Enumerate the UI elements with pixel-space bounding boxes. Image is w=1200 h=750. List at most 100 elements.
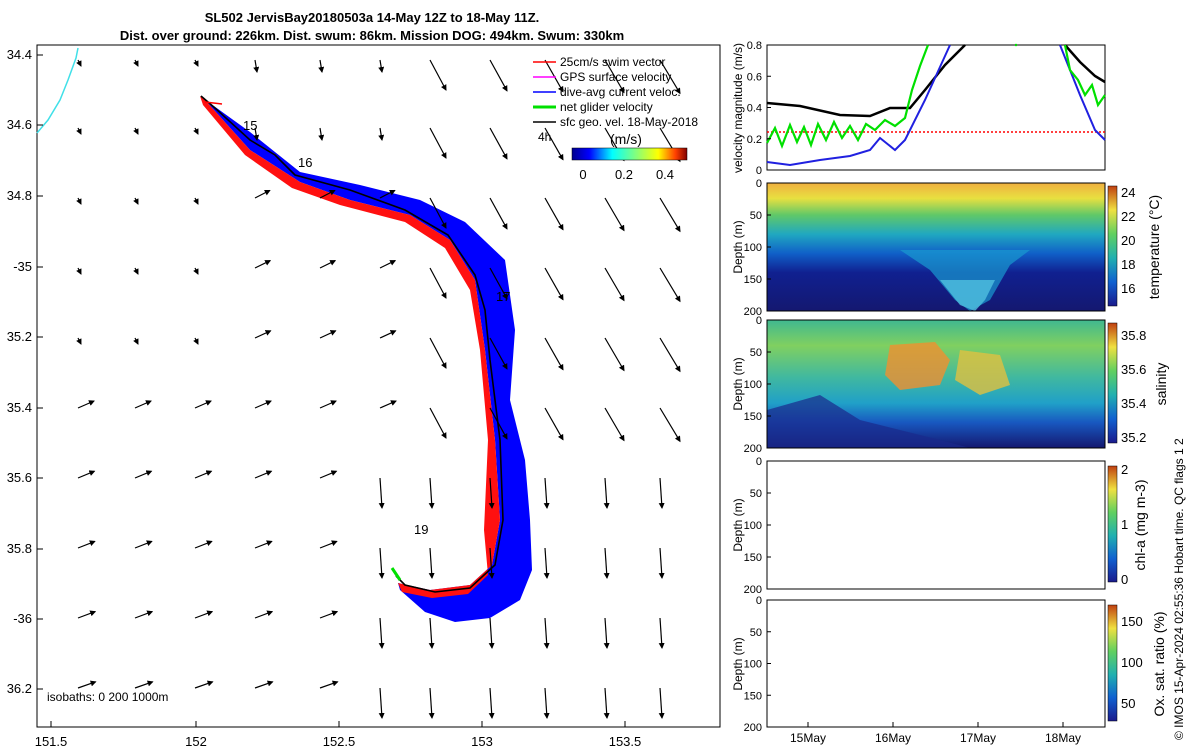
depth-tick-label: 0 xyxy=(756,595,762,607)
geo-velocity-arrow xyxy=(659,407,681,443)
geo-velocity-arrow xyxy=(604,197,625,232)
oxygen-cblabel: Ox. sat. ratio (%) xyxy=(1151,611,1167,716)
geo-velocity-arrow xyxy=(429,197,447,229)
depth-tick-label: 150 xyxy=(744,690,762,702)
geo-velocity-arrow xyxy=(604,407,625,442)
geo-velocity-arrow xyxy=(77,470,96,479)
geo-velocity-arrow xyxy=(604,337,625,372)
geo-velocity-arrow xyxy=(76,127,82,135)
velocity-panel: 0 0.2 0.4 0.6 0.8 velocity magnitude (m/s) xyxy=(731,40,1106,177)
geo-velocity-arrow xyxy=(194,400,212,409)
map-ytick-label: 34.6 xyxy=(7,117,32,132)
geo-velocity-arrow xyxy=(253,59,260,73)
geo-velocity-arrow xyxy=(319,189,336,199)
geo-velocity-arrow xyxy=(133,337,139,345)
salinity-low-deep xyxy=(767,395,970,448)
velocity-ytick-label: 0 xyxy=(756,165,762,177)
map-y-axis: 34.4 34.6 34.8 -35 35.2 35.4 35.6 35.8 -36 36.2 xyxy=(7,47,43,696)
geo-velocity-arrow xyxy=(319,540,338,549)
colorbar-tick-label: 2 xyxy=(1121,462,1128,477)
geo-velocity-arrow xyxy=(543,617,550,649)
geo-velocity-arrow xyxy=(489,337,508,370)
depth-tick-label: 100 xyxy=(744,242,762,254)
geo-velocity-arrow xyxy=(76,267,82,275)
geo-velocity-arrow xyxy=(429,127,447,159)
geo-velocity-arrow xyxy=(379,260,397,269)
chla-frame xyxy=(766,460,1106,590)
depth-tick-label: 50 xyxy=(750,210,762,222)
depth-tick-label: 100 xyxy=(744,520,762,532)
map-frame xyxy=(36,44,721,728)
temperature-colorbar xyxy=(1107,185,1118,307)
series-ground-speed xyxy=(766,44,1106,118)
geo-velocity-arrow xyxy=(77,400,95,409)
depth-tick-label: 50 xyxy=(750,627,762,639)
colorbar-tick-label: 50 xyxy=(1121,696,1135,711)
map-panel: 15 16 17 19 151.5 152 152.5 153 153.5 34.434… xyxy=(7,44,721,749)
geo-velocity-arrow xyxy=(253,127,260,141)
geo-velocity-arrow xyxy=(133,197,139,205)
geo-velocity-arrow xyxy=(133,127,139,135)
chla-colorbar xyxy=(1107,465,1118,583)
geo-velocity-arrow xyxy=(378,477,385,509)
geo-velocity-arrow xyxy=(658,617,665,649)
geo-velocity-arrow xyxy=(318,59,325,73)
geo-velocity-arrow xyxy=(193,337,199,345)
depth-tick-label: 150 xyxy=(744,274,762,286)
map-xtick-label: 153 xyxy=(471,734,493,749)
geo-velocity-arrow xyxy=(254,610,274,619)
depth-tick-label: 100 xyxy=(744,659,762,671)
geo-velocity-arrow xyxy=(658,547,665,579)
map-xtick-label: 152.5 xyxy=(323,734,356,749)
geo-velocity-arrow xyxy=(193,197,199,205)
geo-velocity-arrow xyxy=(379,400,397,409)
oxygen-panel: 0 50 100 150 200 150 100 50 Depth (m) Ox. sat. … xyxy=(731,595,1167,734)
title-line-2: Dist. over ground: 226km. Dist. swum: 86… xyxy=(120,28,624,43)
colorbar-tick-label: 35.8 xyxy=(1121,328,1146,343)
geo-velocity-arrow xyxy=(603,617,610,649)
geo-velocity-arrow xyxy=(194,610,214,619)
geo-velocity-arrow xyxy=(379,330,397,339)
geo-velocity-arrow xyxy=(319,400,337,409)
map-ytick-label: -35 xyxy=(13,259,32,274)
salinity-cblabel: salinity xyxy=(1153,363,1169,406)
geo-velocity-arrow xyxy=(543,477,550,509)
velocity-ytick-label: 0.2 xyxy=(747,134,762,146)
depth-tick-label: 0 xyxy=(756,315,762,327)
geo-velocity-arrow xyxy=(429,407,447,439)
geo-velocity-arrow xyxy=(254,260,272,269)
map-ytick-label: 34.8 xyxy=(7,188,32,203)
geo-velocity-arrow xyxy=(194,470,213,479)
geo-velocity-arrow xyxy=(319,330,337,339)
geo-velocity-arrow xyxy=(134,610,154,619)
geo-velocity-arrow xyxy=(133,59,139,67)
velocity-ytick-label: 0.8 xyxy=(747,40,762,52)
geo-velocity-arrow xyxy=(254,189,271,199)
salinity-high-core-2 xyxy=(955,350,1010,395)
geo-velocity-arrow xyxy=(604,267,625,302)
geo-velocity-arrow xyxy=(254,470,273,479)
geo-velocity-arrow xyxy=(193,59,199,67)
geo-velocity-arrow xyxy=(544,197,564,231)
geo-velocity-arrow xyxy=(378,687,385,719)
geo-velocity-arrow xyxy=(76,337,82,345)
day-label-19: 19 xyxy=(414,522,428,537)
time-tick-label: 17May xyxy=(960,731,996,745)
coastline xyxy=(36,47,79,134)
chla-axes: 0 50 100 150 200 2 1 0 xyxy=(744,456,1129,596)
geo-velocity-arrow xyxy=(319,260,337,269)
geo-velocity-arrow xyxy=(604,59,625,94)
depth-tick-label: 0 xyxy=(756,456,762,468)
geo-velocity-arrow xyxy=(488,547,495,579)
geo-velocity-arrow xyxy=(378,127,385,141)
geo-velocity-arrow xyxy=(193,127,199,135)
geo-velocity-arrow xyxy=(489,127,508,160)
glider-track xyxy=(200,95,504,593)
geo-velocity-arrow xyxy=(544,407,564,441)
colorbar-tick-label: 150 xyxy=(1121,614,1143,629)
geo-velocity-arrow xyxy=(489,407,508,440)
legend-sfc: sfc geo. vel. 18-May-2018 xyxy=(560,115,698,129)
current-velocity-band xyxy=(200,96,532,622)
depth-tick-label: 50 xyxy=(750,488,762,500)
